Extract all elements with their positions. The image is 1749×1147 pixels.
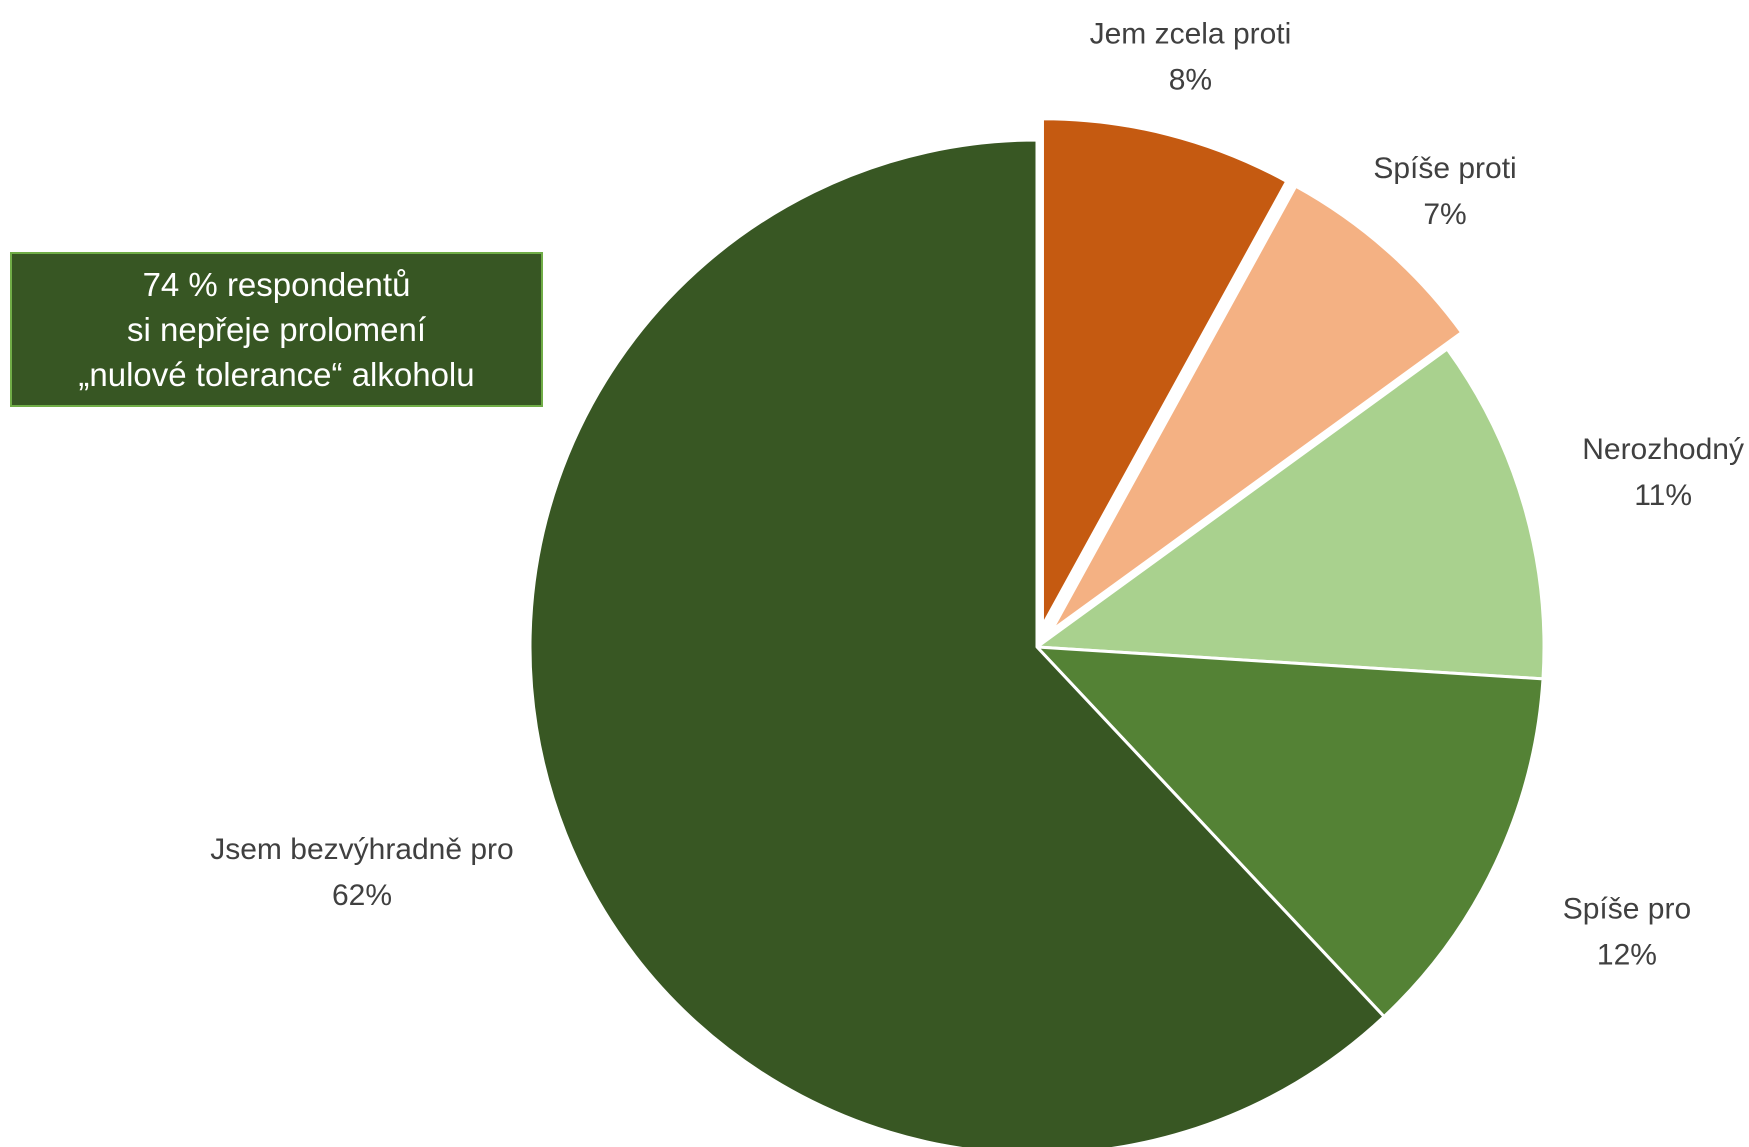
- pie-slice-2: [1035, 347, 1546, 681]
- data-label-category-0: Jem zcela proti: [1090, 17, 1292, 50]
- data-label-value-0: 8%: [1169, 63, 1212, 96]
- data-label-category-2: Nerozhodný: [1582, 433, 1744, 466]
- data-label-value-4: 62%: [332, 879, 392, 912]
- pie-slices: [528, 117, 1546, 1147]
- data-label-value-3: 12%: [1597, 939, 1657, 972]
- pie-slice-4: [528, 138, 1386, 1147]
- data-label-category-4: Jsem bezvýhradně pro: [210, 833, 514, 866]
- data-label-category-1: Spíše proti: [1373, 152, 1516, 185]
- callout-line-3: „nulové tolerance“ alkoholu: [78, 356, 475, 393]
- data-label-value-2: 11%: [1634, 479, 1692, 512]
- callout-line-1: 74 % respondentů: [142, 266, 411, 303]
- pie-slice-0: [1040, 117, 1289, 628]
- pie-data-labels: Jem zcela proti 8% Spíše proti 7% Nerozhodný…: [210, 17, 1744, 971]
- pie-slice-3: [1035, 645, 1545, 1019]
- pie-slice-1: [1050, 184, 1464, 632]
- summary-callout: 74 % respondentů si nepřeje prolomení „n…: [10, 252, 543, 407]
- data-label-category-3: Spíše pro: [1563, 893, 1691, 926]
- data-label-value-1: 7%: [1423, 198, 1466, 231]
- callout-line-2: si nepřeje prolomení: [127, 311, 426, 348]
